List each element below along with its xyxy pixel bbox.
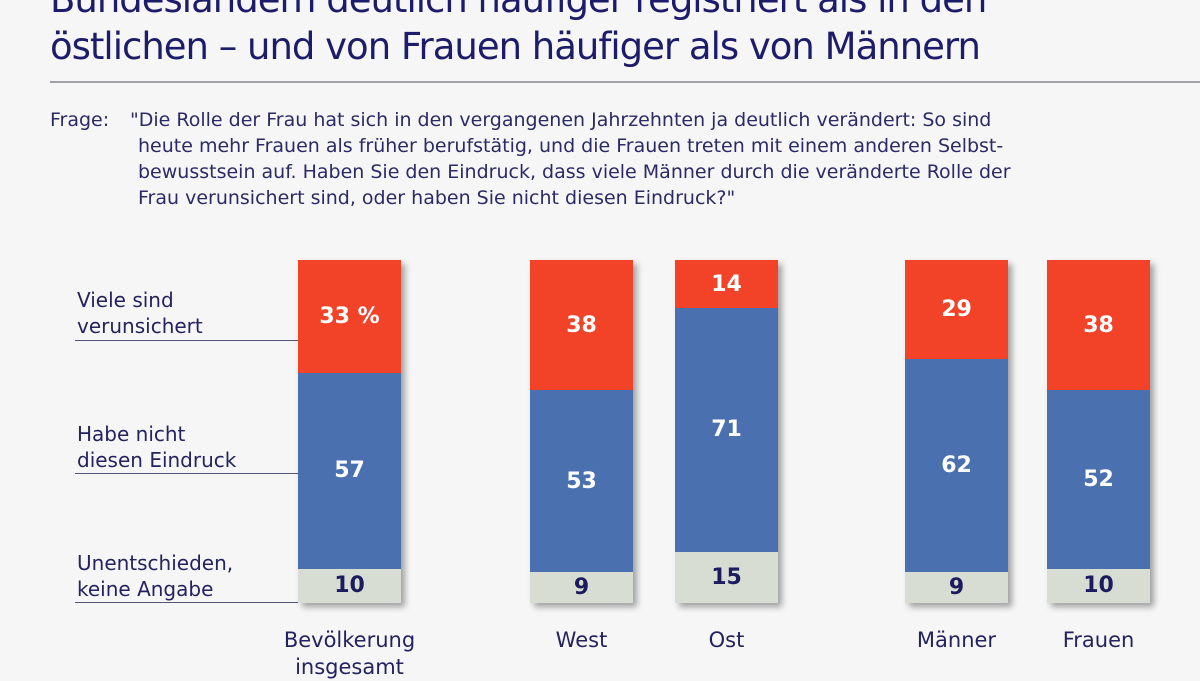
data-label: 15 [711, 564, 742, 590]
legend-leader-line [75, 602, 298, 603]
data-label: 9 [948, 575, 965, 601]
category-label: Bevölkerung insgesamt [270, 627, 430, 681]
data-label: 57 [334, 458, 365, 484]
legend-label-unentschieden: Unentschieden, keine Angabe [77, 550, 233, 602]
bar-ost: 14 71 15 [675, 260, 778, 603]
bar-segment: 38 [1047, 260, 1150, 391]
data-label: 14 [711, 271, 742, 297]
question-line: heute mehr Frauen als früher berufstätig… [138, 135, 1004, 157]
bar-segment: 10 [1047, 568, 1150, 603]
legend-leader-line [75, 473, 298, 474]
category-label: Ost [647, 627, 807, 654]
category-label-line: Frauen [1062, 628, 1135, 652]
bar-segment: 9 [905, 572, 1008, 603]
question-line: bewusstsein auf. Haben Sie den Eindruck,… [138, 161, 1011, 183]
bar-segment: 10 [298, 568, 401, 603]
bar-segment: 33 % [298, 260, 401, 374]
category-label-line: West [555, 628, 608, 652]
legend-label-nicht-eindruck: Habe nicht diesen Eindruck [77, 421, 236, 473]
category-label-line: insgesamt [295, 655, 404, 679]
bar-segment: 14 [675, 260, 778, 309]
bar-segment: 29 [905, 260, 1008, 360]
bar-segment: 52 [1047, 390, 1150, 569]
data-label: 10 [1083, 573, 1114, 599]
data-label: 62 [941, 453, 972, 479]
category-label-line: Männer [916, 628, 997, 652]
category-label-line: Ost [708, 628, 745, 652]
bar-segment: 62 [905, 359, 1008, 573]
bar-männer: 29 62 9 [905, 260, 1008, 603]
category-label: Männer [877, 627, 1037, 654]
category-label: Frauen [1019, 627, 1179, 654]
legend-label-verunsichert: Viele sind verunsichert [77, 287, 203, 339]
data-label: 38 [566, 312, 597, 338]
data-label: 29 [941, 297, 972, 323]
bar-segment: 53 [530, 390, 633, 573]
legend-text: Viele sind [77, 288, 174, 312]
category-label: West [502, 627, 662, 654]
bar-segment: 71 [675, 308, 778, 552]
bar-bevölkerung-insgesamt: 33 % 57 10 [298, 260, 401, 603]
bar-frauen: 38 52 10 [1047, 260, 1150, 603]
category-label-line: Bevölkerung [283, 628, 416, 652]
question-text: "Die Rolle der Frau hat sich in den verg… [130, 107, 1180, 211]
legend-text: Habe nicht [77, 422, 186, 446]
question-line: "Die Rolle der Frau hat sich in den verg… [130, 109, 992, 131]
bar-segment: 38 [530, 260, 633, 391]
bar-west: 38 53 9 [530, 260, 633, 603]
bar-segment: 15 [675, 551, 778, 603]
question-label: Frage: [50, 109, 110, 131]
data-label: 71 [711, 417, 742, 443]
data-label: 52 [1083, 467, 1114, 492]
legend-text: Unentschieden, [77, 551, 234, 575]
legend-leader-line [75, 340, 298, 341]
data-label: 33 % [319, 304, 380, 330]
legend-text: keine Angabe [77, 577, 214, 601]
chart-title-line-1: Bundesländern deutlich häufiger registri… [50, 0, 987, 22]
bar-segment: 57 [298, 373, 401, 569]
legend-text: verunsichert [77, 314, 203, 338]
data-label: 9 [573, 575, 590, 601]
bar-segment: 9 [530, 572, 633, 603]
data-label: 53 [566, 468, 597, 494]
title-divider [50, 81, 1200, 83]
data-label: 10 [334, 573, 365, 599]
question-line: Frau verunsichert sind, oder haben Sie n… [138, 187, 736, 209]
legend-text: diesen Eindruck [77, 448, 237, 472]
data-label: 38 [1083, 312, 1114, 338]
chart-title-line-2: östlichen – und von Frauen häufiger als … [50, 25, 981, 68]
